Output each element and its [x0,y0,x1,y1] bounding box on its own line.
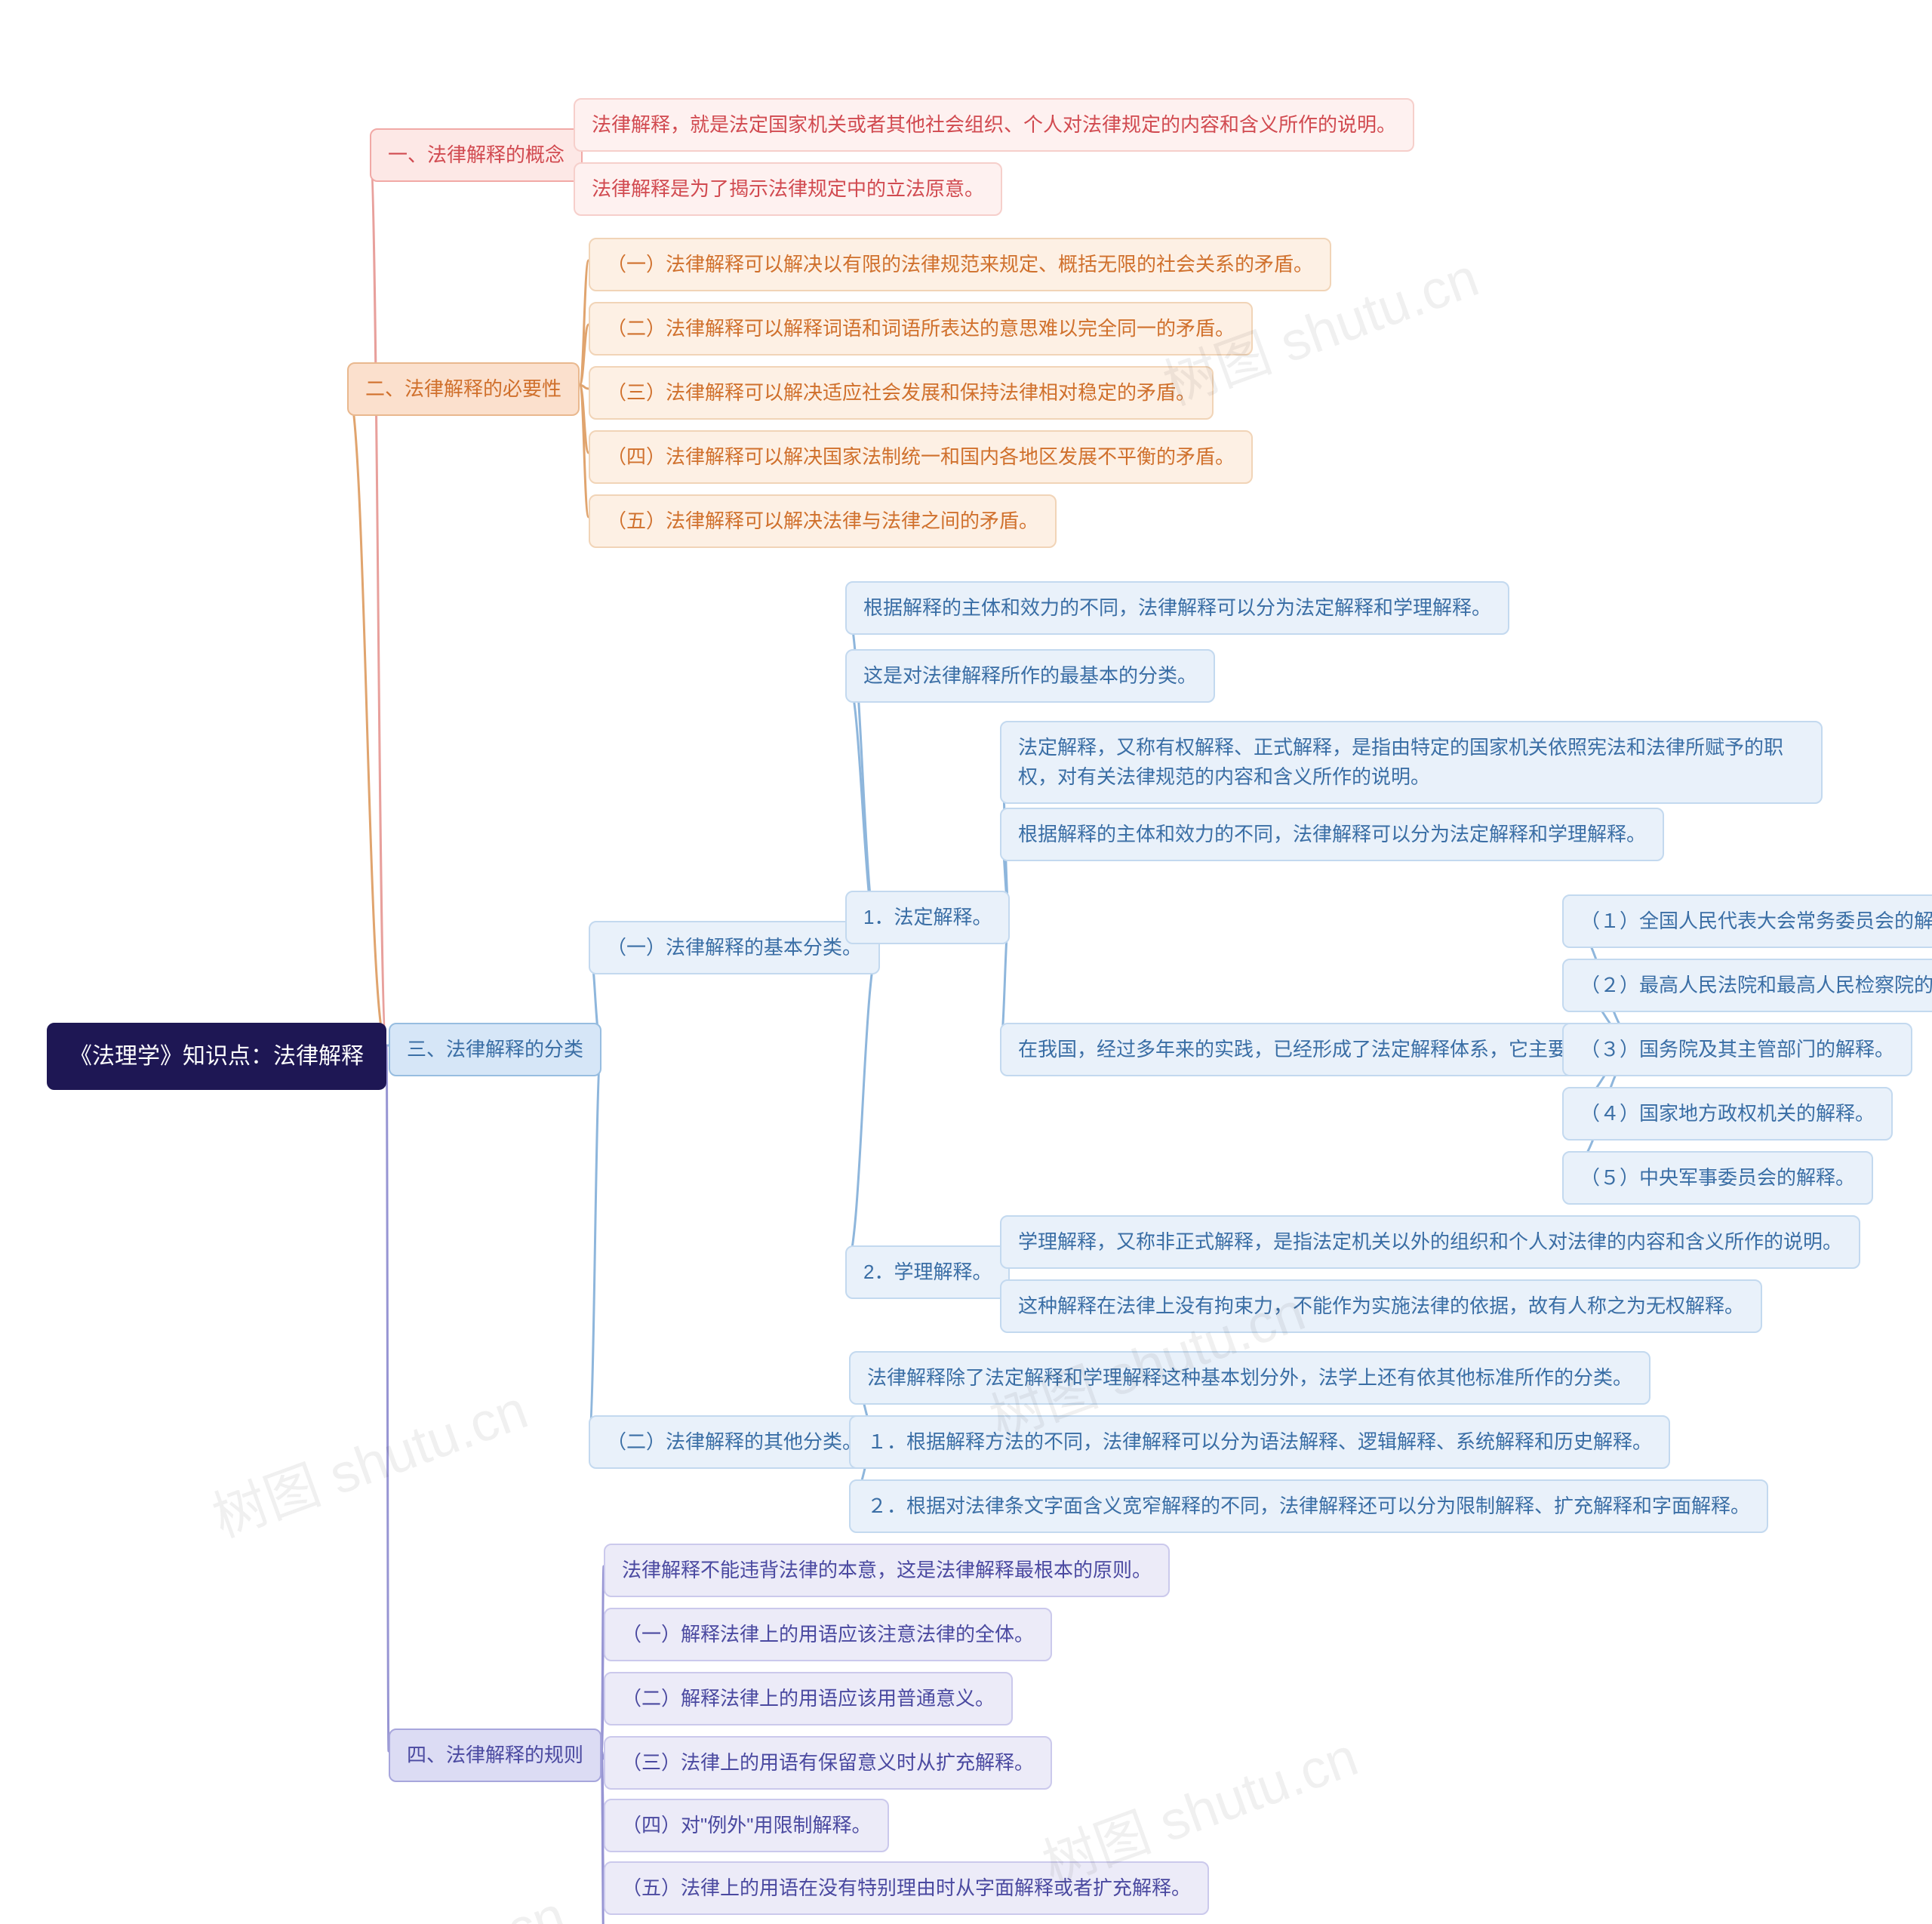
leaf-node: （三）法律解释可以解决适应社会发展和保持法律相对稳定的矛盾。 [589,366,1214,420]
leaf-node: （一）法律解释可以解决以有限的法律规范来规定、概括无限的社会关系的矛盾。 [589,238,1331,291]
connector [580,325,589,385]
connector [386,1045,389,1751]
leaf-node: （二）解释法律上的用语应该用普通意义。 [604,1672,1013,1725]
leaf-node: （２）最高人民法院和最高人民检察院的解释。 [1562,959,1932,1012]
connector [580,385,589,389]
mindmap-canvas: 《法理学》知识点：法律解释 一、法律解释的概念二、法律解释的必要性三、法律解释的分… [0,0,1932,1924]
branch-node: 二、法律解释的必要性 [347,362,580,416]
branch-node: 一、法律解释的概念 [370,128,583,182]
leaf-node: 法律解释，就是法定国家机关或者其他社会组织、个人对法律规定的内容和含义所作的说明… [574,98,1414,152]
branch-node: （二）法律解释的其他分类。 [589,1415,880,1469]
leaf-node: １．根据解释方法的不同，法律解释可以分为语法解释、逻辑解释、系统解释和历史解释。 [849,1415,1670,1469]
branch-node: 三、法律解释的分类 [389,1023,601,1076]
leaf-node: （四）对"例外"用限制解释。 [604,1799,889,1852]
leaf-node: （一）解释法律上的用语应该注意法律的全体。 [604,1608,1052,1661]
leaf-node: （５）中央军事委员会的解释。 [1562,1151,1873,1205]
leaf-node: （１）全国人民代表大会常务委员会的解释。 [1562,894,1932,948]
leaf-node: 法律解释不能违背法律的本意，这是法律解释最根本的原则。 [604,1544,1170,1597]
leaf-node: （３）国务院及其主管部门的解释。 [1562,1023,1912,1076]
branch-node: （一）法律解释的基本分类。 [589,921,880,974]
connector [580,260,589,385]
leaf-node: 法定解释，又称有权解释、正式解释，是指由特定的国家机关依照宪法和法律所赋予的职权… [1000,721,1823,804]
leaf-node: （四）法律解释可以解决国家法制统一和国内各地区发展不平衡的矛盾。 [589,430,1253,484]
leaf-node: （４）国家地方政权机关的解释。 [1562,1087,1893,1141]
leaf-node: 根据解释的主体和效力的不同，法律解释可以分为法定解释和学理解释。 [1000,808,1664,861]
branch-node: 1．法定解释。 [845,891,1010,944]
branch-node: 四、法律解释的规则 [389,1729,601,1782]
connector [601,1566,604,1751]
connector [845,944,880,1268]
connector [589,1045,601,1438]
root-node: 《法理学》知识点：法律解释 [47,1023,386,1090]
leaf-node: 这是对法律解释所作的最基本的分类。 [845,649,1215,703]
leaf-node: 法律解释除了法定解释和学理解释这种基本划分外，法学上还有依其他标准所作的分类。 [849,1351,1651,1405]
connector [370,151,386,1045]
watermark: 树图 shutu.cn [200,1365,537,1553]
leaf-node: （二）法律解释可以解释词语和词语所表达的意思难以完全同一的矛盾。 [589,302,1253,356]
connector [580,385,589,517]
leaf-node: （五）法律上的用语在没有特别理由时从字面解释或者扩充解释。 [604,1861,1209,1915]
leaf-node: 法律解释是为了揭示法律规定中的立法原意。 [574,162,1002,216]
leaf-node: （三）法律上的用语有保留意义时从扩充解释。 [604,1736,1052,1790]
leaf-node: 学理解释，又称非正式解释，是指法定机关以外的组织和个人对法律的内容和含义所作的说… [1000,1215,1860,1269]
leaf-node: 这种解释在法律上没有拘束力，不能作为实施法律的依据，故有人称之为无权解释。 [1000,1279,1762,1333]
leaf-node: 根据解释的主体和效力的不同，法律解释可以分为法定解释和学理解释。 [845,581,1509,635]
leaf-node: ２．根据对法律条文字面含义宽窄解释的不同，法律解释还可以分为限制解释、扩充解释和… [849,1479,1768,1533]
watermark: 树图 shutu.cn [238,1871,574,1924]
leaf-node: （五）法律解释可以解决法律与法律之间的矛盾。 [589,494,1057,548]
branch-node: 2．学理解释。 [845,1245,1010,1299]
connector [580,385,589,453]
branch-node: 在我国，经过多年来的实践，已经形成了法定解释体系，它主要包括： [1000,1023,1644,1076]
connector [347,385,386,1045]
